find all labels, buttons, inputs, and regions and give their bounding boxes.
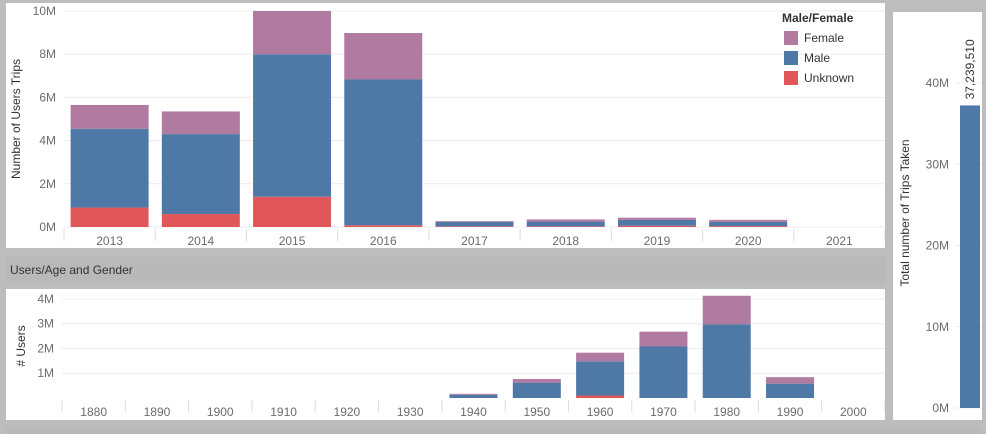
total-trips-panel: 0M 10M 20M 30M 40M 37,239,510 Total number of … <box>893 12 982 420</box>
x-tick-label: 2015 <box>279 234 306 248</box>
x-tick-label: 1880 <box>80 405 107 419</box>
x-tick-label: 1950 <box>523 405 550 419</box>
total-trips-bar <box>960 105 980 408</box>
legend-swatch-female <box>784 31 798 45</box>
x-tick-label: 1920 <box>334 405 361 419</box>
x-tick-label: 2014 <box>187 234 214 248</box>
bar-segment-male <box>617 219 696 226</box>
bar-segment-male <box>576 361 625 396</box>
bar-segment-male <box>526 221 605 227</box>
bar-segment-female <box>617 217 696 220</box>
bar-segment-male <box>161 134 240 215</box>
x-tick-label: 1960 <box>587 405 614 419</box>
y-tick-label: 30M <box>926 157 949 171</box>
section-header <box>6 257 885 283</box>
x-tick-label: 1890 <box>144 405 171 419</box>
bar-segment-male <box>766 383 815 398</box>
bar-segment-female <box>253 11 332 55</box>
bar-segment-female <box>526 219 605 222</box>
bar-segment-unknown <box>253 196 332 227</box>
section-title: Users/Age and Gender <box>10 263 133 277</box>
x-tick-label: 1940 <box>460 405 487 419</box>
bar-segment-unknown <box>70 207 149 227</box>
bar-segment-unknown <box>526 226 605 227</box>
y-tick-label: 2M <box>37 341 54 355</box>
y-tick-label: 0M <box>932 401 949 415</box>
y-tick-label: 3M <box>37 317 54 331</box>
x-tick-label: 2017 <box>461 234 488 248</box>
x-tick-label: 1970 <box>650 405 677 419</box>
x-tick-label: 1980 <box>713 405 740 419</box>
x-tick-label: 1910 <box>270 405 297 419</box>
y-tick-label: 0M <box>39 220 56 234</box>
bar-segment-female <box>344 33 423 80</box>
legend-label: Male <box>804 51 830 65</box>
y-axis-title: Total number of Trips Taken <box>898 139 912 286</box>
bar-segment-female <box>639 331 688 347</box>
bar-segment-unknown <box>709 226 788 227</box>
total-trips-chart: 0M 10M 20M 30M 40M 37,239,510 Total number of … <box>898 39 982 415</box>
bar-segment-male <box>435 222 514 227</box>
bar-segment-female <box>702 295 751 325</box>
bar-segment-male <box>70 128 149 208</box>
x-tick-label: 2018 <box>552 234 579 248</box>
x-tick-label: 2000 <box>840 405 867 419</box>
bar-segment-male <box>512 382 561 398</box>
bar-segment-female <box>576 352 625 362</box>
bar-value-label: 37,239,510 <box>963 39 977 99</box>
bar-segment-female <box>70 104 149 129</box>
bar-segment-unknown <box>617 225 696 227</box>
trips-by-year-chart: 0M 2M 4M 6M 8M 10M 2013 2014 2015 2016 2017 2018 201… <box>9 4 886 248</box>
y-tick-label: 40M <box>926 76 949 90</box>
y-tick-label: 4M <box>37 292 54 306</box>
legend-label: Female <box>804 31 844 45</box>
bar-segment-female <box>766 377 815 384</box>
bar-segment-female <box>709 219 788 222</box>
bar-segment-female <box>449 393 498 395</box>
x-tick-label: 2016 <box>370 234 397 248</box>
x-tick-label: 2013 <box>96 234 123 248</box>
users-by-birth-decade-chart: 1M 2M 3M 4M 1880 1890 1900 1910 1920 1930 1940 1950… <box>14 292 886 419</box>
y-tick-label: 1M <box>37 366 54 380</box>
x-tick-label: 1990 <box>777 405 804 419</box>
bar-segment-male <box>344 79 423 226</box>
x-tick-label: 1930 <box>397 405 424 419</box>
x-tick-label: 2020 <box>735 234 762 248</box>
trips-by-year-panel: 0M 2M 4M 6M 8M 10M 2013 2014 2015 2016 2017 2018 201… <box>6 3 886 248</box>
bar-segment-female <box>512 378 561 383</box>
x-tick-label: 1900 <box>207 405 234 419</box>
bar-segment-male <box>702 324 751 398</box>
y-axis-title: # Users <box>14 325 28 366</box>
legend-title: Male/Female <box>782 11 854 25</box>
y-tick-label: 10M <box>926 320 949 334</box>
legend-swatch-unknown <box>784 71 798 85</box>
bar-segment-male <box>449 394 498 398</box>
bar-segment-male <box>639 346 688 398</box>
bar-segment-unknown <box>576 395 625 398</box>
legend-swatch-male <box>784 51 798 65</box>
x-tick-label: 2019 <box>644 234 671 248</box>
bar-segment-unknown <box>161 214 240 227</box>
y-tick-label: 8M <box>39 47 56 61</box>
y-tick-label: 20M <box>926 239 949 253</box>
bottom-strip <box>6 428 982 434</box>
bar-segment-female <box>435 221 514 223</box>
y-tick-label: 2M <box>39 177 56 191</box>
y-tick-label: 10M <box>33 4 56 18</box>
legend-label: Unknown <box>804 71 854 85</box>
bar-segment-unknown <box>344 225 423 227</box>
bar-segment-female <box>161 111 240 135</box>
x-tick-label: 2021 <box>826 234 853 248</box>
y-tick-label: 4M <box>39 134 56 148</box>
y-tick-label: 6M <box>39 90 56 104</box>
bar-segment-male <box>709 221 788 227</box>
bar-segment-unknown <box>435 226 514 227</box>
bar-segment-male <box>253 54 332 197</box>
users-by-birth-decade-panel: 1M 2M 3M 4M 1880 1890 1900 1910 1920 1930 1940 1950… <box>6 289 886 420</box>
y-axis-title: Number of Users Trips <box>9 59 23 179</box>
